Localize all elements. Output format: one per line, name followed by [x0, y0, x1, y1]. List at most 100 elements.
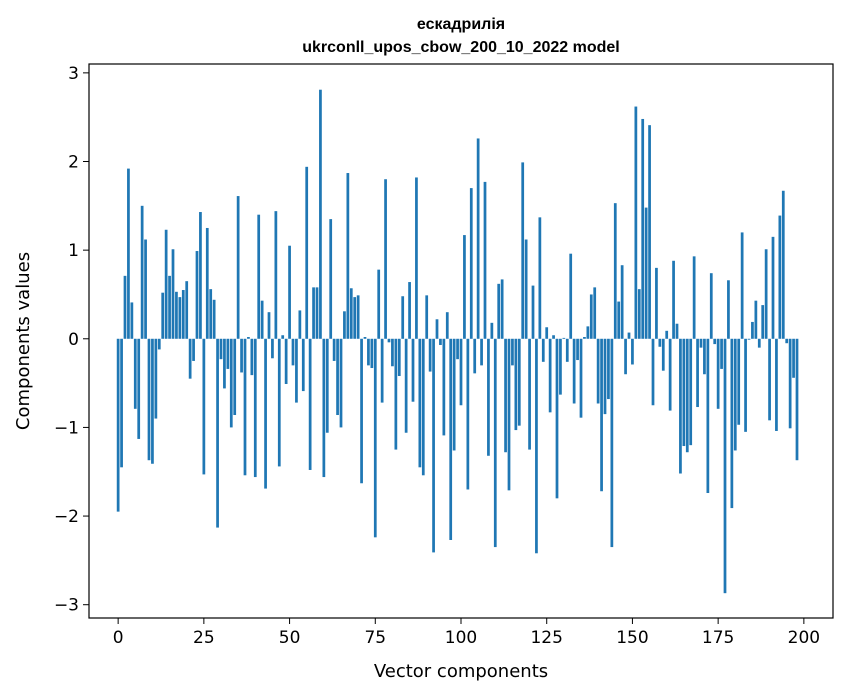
- bar: [411, 338, 415, 402]
- bar: [576, 338, 579, 361]
- bar: [123, 275, 127, 339]
- bar: [459, 338, 463, 406]
- bar: [301, 338, 305, 392]
- bar: [380, 338, 384, 403]
- bar: [425, 295, 429, 339]
- bar: [404, 338, 408, 433]
- bar: [634, 106, 638, 339]
- bar: [716, 338, 720, 409]
- bar: [644, 207, 648, 339]
- bar: [768, 338, 771, 421]
- y-tick-label: 0: [68, 330, 79, 350]
- bar: [373, 338, 377, 538]
- bar: [298, 310, 302, 339]
- bar: [658, 338, 662, 347]
- bar: [233, 338, 237, 416]
- bar: [637, 289, 641, 339]
- bar: [661, 338, 665, 371]
- bar: [226, 338, 230, 369]
- bar: [476, 138, 480, 339]
- bar: [586, 326, 590, 339]
- bar: [384, 179, 387, 339]
- bar: [463, 235, 466, 339]
- bar: [346, 173, 350, 339]
- bar: [319, 89, 322, 339]
- bar: [271, 338, 274, 359]
- bar: [325, 338, 329, 433]
- bar: [668, 338, 672, 411]
- bar: [205, 227, 209, 339]
- x-tick-label: 25: [193, 628, 215, 648]
- bar: [579, 338, 583, 418]
- bar: [408, 282, 411, 339]
- bar: [274, 211, 278, 339]
- bar: [291, 338, 295, 366]
- bar: [781, 190, 785, 339]
- bar: [562, 337, 566, 339]
- bar: [120, 338, 123, 468]
- bar: [703, 338, 706, 375]
- bar: [504, 338, 507, 453]
- bar: [541, 338, 545, 362]
- bar: [192, 338, 195, 361]
- bar: [685, 338, 689, 453]
- bar: [651, 338, 655, 406]
- chart-title-line2: ukrconll_upos_cbow_200_10_2022 model: [302, 39, 619, 56]
- bar: [312, 287, 315, 339]
- bar: [757, 338, 761, 348]
- bar: [445, 312, 449, 339]
- bar: [603, 338, 607, 415]
- bar: [775, 338, 778, 431]
- bar: [593, 287, 597, 339]
- bar: [754, 300, 758, 339]
- bar: [764, 249, 768, 339]
- y-tick-label: −3: [54, 596, 79, 616]
- bar: [435, 319, 439, 339]
- bar: [672, 260, 675, 339]
- bar: [343, 311, 346, 339]
- bar: [559, 338, 562, 395]
- bar: [397, 338, 401, 377]
- bar: [240, 338, 243, 373]
- bar: [689, 338, 693, 446]
- bar: [487, 338, 490, 456]
- bar: [178, 297, 182, 339]
- bar: [744, 338, 747, 432]
- bar: [137, 338, 141, 439]
- bar: [415, 177, 418, 339]
- bar: [699, 338, 703, 348]
- bar: [363, 337, 367, 339]
- bar: [449, 338, 453, 540]
- bar: [569, 253, 573, 339]
- bar: [528, 338, 531, 450]
- bar: [795, 338, 799, 461]
- bar: [692, 256, 696, 339]
- x-tick-label: 75: [364, 628, 386, 648]
- bar: [538, 217, 542, 339]
- bar: [339, 338, 343, 428]
- bar: [469, 188, 473, 339]
- bar: [751, 321, 754, 339]
- bar: [168, 275, 171, 339]
- bar: [247, 337, 250, 339]
- bar: [740, 232, 744, 339]
- bar: [199, 212, 202, 339]
- bar: [665, 330, 669, 339]
- bar: [535, 338, 538, 554]
- bar: [720, 338, 723, 369]
- bar: [737, 338, 741, 425]
- bar: [151, 338, 154, 464]
- bar: [181, 290, 185, 339]
- bar: [281, 335, 285, 339]
- bar: [360, 338, 363, 484]
- bar: [161, 292, 165, 339]
- x-tick-label: 0: [113, 628, 124, 648]
- bar: [617, 301, 621, 339]
- bar: [613, 203, 617, 339]
- x-tick-label: 150: [616, 628, 648, 648]
- bar: [648, 125, 651, 339]
- plot-frame: [88, 63, 834, 619]
- bar: [442, 338, 446, 436]
- bar: [747, 338, 751, 340]
- bar: [188, 338, 192, 379]
